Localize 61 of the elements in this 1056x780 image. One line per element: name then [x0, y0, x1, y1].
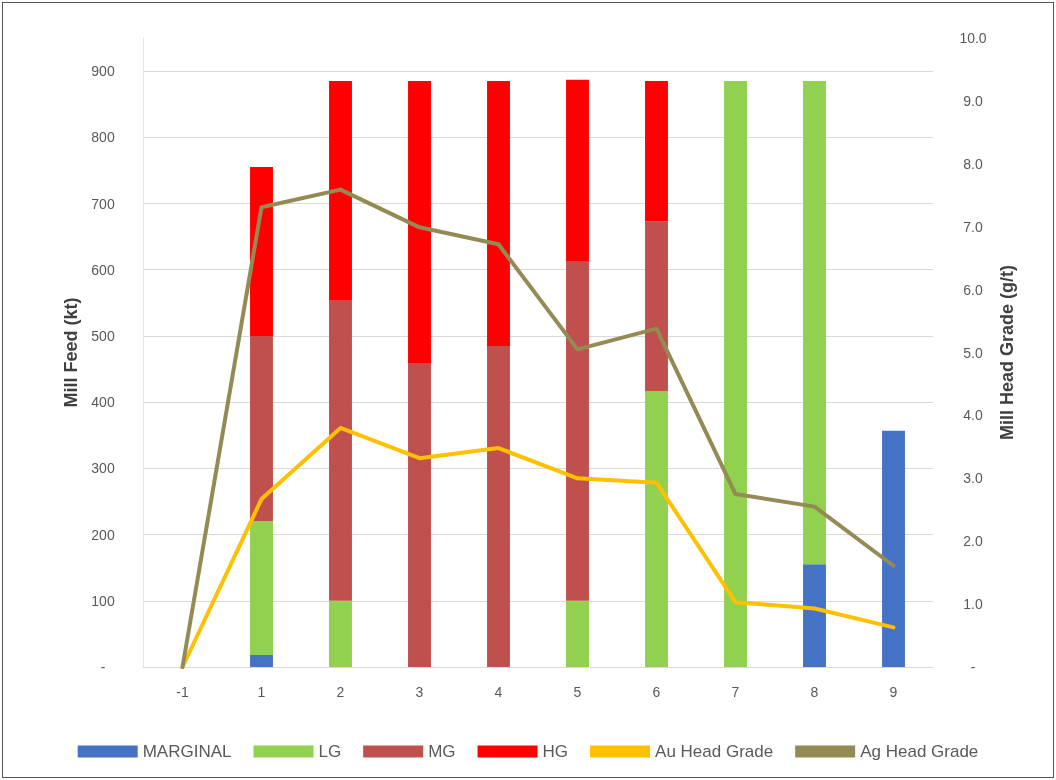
x-tick-label: 3	[415, 684, 424, 700]
y-tick-label: 900	[91, 63, 115, 80]
bar	[566, 79, 589, 262]
bar	[487, 81, 510, 346]
bar	[329, 81, 352, 301]
legend-label: MARGINAL	[142, 742, 232, 761]
legend-label: LG	[318, 742, 342, 761]
bar	[329, 600, 352, 667]
legend-label: Ag Head Grade	[860, 742, 979, 761]
x-tick-label: 4	[494, 684, 503, 700]
y2-tick-label: 2.0	[963, 533, 983, 550]
bar	[408, 363, 431, 667]
line-series	[180, 187, 896, 669]
y-axis-title: Mill Feed (kt)	[61, 297, 82, 408]
bar	[803, 81, 826, 565]
bar	[329, 300, 352, 601]
y2-tick-label: 6.0	[963, 281, 983, 298]
y2-tick-label: 3.0	[963, 470, 983, 487]
y2-tick-label: 10.0	[959, 30, 987, 46]
y2-tick-label: 4.0	[963, 407, 983, 424]
x-tick-label: 6	[652, 684, 661, 700]
bar	[250, 521, 273, 656]
legend-label: MG	[428, 742, 456, 761]
bar	[408, 81, 431, 364]
y-tick-label: 300	[91, 460, 115, 477]
y2-tick-label: -	[970, 659, 976, 675]
bar	[645, 221, 668, 391]
y2-tick-label: 8.0	[963, 155, 983, 172]
bar	[645, 81, 668, 222]
y-tick-label: 600	[91, 261, 115, 278]
x-tick-label: 8	[810, 684, 819, 700]
bar	[882, 430, 905, 667]
y-tick-label: 500	[91, 327, 115, 344]
x-tick-label: 9	[889, 684, 898, 700]
bar	[724, 81, 747, 667]
bar	[566, 600, 589, 667]
bar	[645, 390, 668, 667]
y-tick-label: 100	[91, 592, 115, 609]
y-tick-label: 700	[91, 195, 115, 212]
y-tick-label: 200	[91, 526, 115, 543]
y-tick-label: 400	[91, 394, 115, 411]
bar	[487, 345, 510, 667]
x-tick-label: 2	[336, 684, 345, 700]
y2-tick-label: 9.0	[963, 92, 983, 109]
legend-label: HG	[542, 742, 569, 761]
bar	[250, 335, 273, 522]
y2-tick-label: 1.0	[963, 596, 983, 613]
x-tick-label: 7	[731, 684, 740, 700]
bar	[250, 167, 273, 336]
legend-label: Au Head Grade	[655, 742, 774, 761]
bar	[250, 655, 273, 667]
bar	[566, 261, 589, 601]
y2-tick-label: 7.0	[963, 218, 983, 235]
x-tick-label: 1	[257, 684, 266, 700]
x-tick-label: 5	[573, 684, 582, 700]
y2-axis-title: Mill Head Grade (g/t)	[996, 264, 1017, 441]
y-tick-label: -	[100, 659, 106, 675]
x-tick-label: -1	[176, 684, 189, 700]
y2-tick-label: 5.0	[963, 344, 983, 361]
y-tick-label: 800	[91, 129, 115, 146]
bar	[803, 564, 826, 667]
